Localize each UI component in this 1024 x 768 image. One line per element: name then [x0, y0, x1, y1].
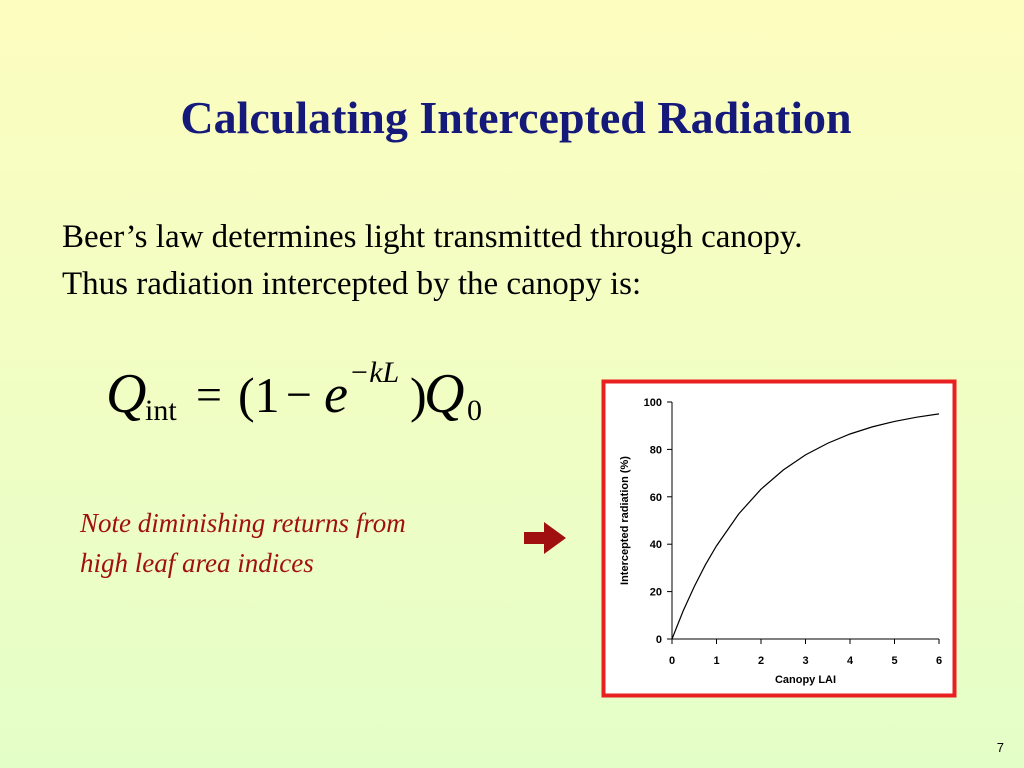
equation-part: ) — [410, 367, 427, 423]
y-tick-label: 0 — [656, 634, 662, 646]
body-line: Thus radiation intercepted by the canopy… — [62, 266, 641, 302]
equation-part: = — [196, 369, 222, 420]
arrow-icon — [524, 522, 566, 554]
y-tick-label: 40 — [650, 539, 662, 551]
equation-part: − — [286, 369, 312, 420]
x-axis-title: Canopy LAI — [775, 674, 836, 686]
equation-part: int — [145, 394, 177, 427]
data-line — [671, 413, 940, 640]
equation-part: Q — [424, 363, 464, 425]
y-tick-label: 100 — [644, 397, 662, 409]
x-tick-label: 2 — [758, 655, 764, 667]
note-line: Note diminishing returns from — [79, 508, 406, 538]
equation-part: 0 — [467, 394, 482, 427]
x-tick-label: 4 — [847, 655, 854, 667]
y-tick-label: 60 — [650, 492, 662, 504]
x-tick-label: 0 — [669, 655, 675, 667]
x-tick-label: 5 — [891, 655, 897, 667]
equation-part: (1 — [238, 367, 280, 423]
equation-part: −kL — [349, 356, 399, 389]
y-tick-label: 80 — [650, 444, 662, 456]
chart-frame — [601, 379, 957, 698]
note-line: high leaf area indices — [80, 548, 314, 578]
equation-part: e — [324, 364, 348, 424]
x-tick-label: 3 — [802, 655, 808, 667]
y-tick-label: 20 — [650, 587, 662, 599]
chart: 0 20 40 60 80 100 0 1 2 3 4 5 6 Canopy LAI Intercepted… — [619, 397, 942, 686]
x-tick-label: 6 — [936, 655, 942, 667]
x-tick-label: 1 — [713, 655, 719, 667]
body-line: Beer’s law determines light transmitted … — [62, 219, 803, 255]
equation-part: Q — [106, 363, 146, 425]
slide-title: Calculating Intercepted Radiation — [180, 92, 851, 143]
page-number: 7 — [997, 740, 1004, 755]
y-axis-title: Intercepted radiation (%) — [619, 456, 631, 585]
